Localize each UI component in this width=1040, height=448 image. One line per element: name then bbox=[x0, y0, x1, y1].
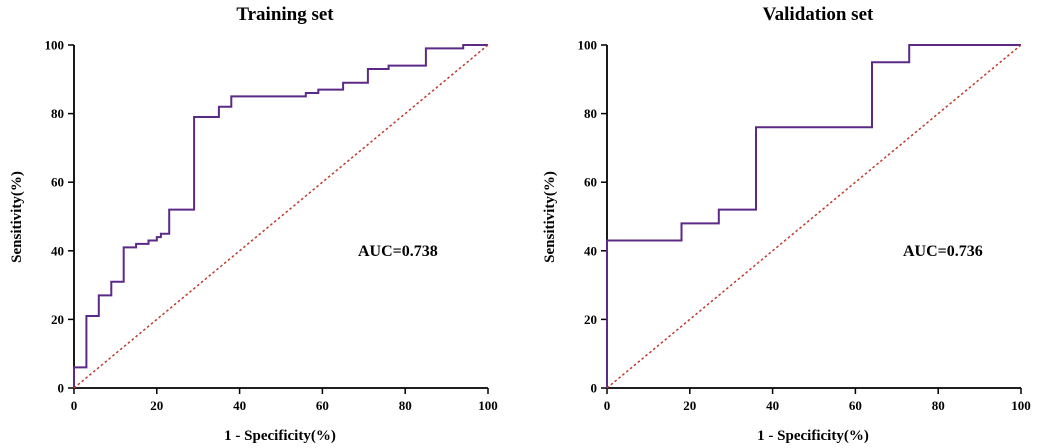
x-tick-label: 20 bbox=[150, 398, 163, 413]
roc-chart-validation: Validation set 0 20 40 60 80 100 0 20 40 60 80 100 … bbox=[533, 0, 1040, 448]
x-tick-label: 60 bbox=[316, 398, 329, 413]
y-tick-label: 0 bbox=[58, 381, 65, 396]
x-tick-label: 20 bbox=[683, 398, 696, 413]
x-tick-label: 100 bbox=[478, 398, 498, 413]
y-tick-label: 80 bbox=[584, 106, 597, 121]
x-axis-label: 1 - Specificity(%) bbox=[224, 428, 336, 444]
x-tick-label: 0 bbox=[71, 398, 78, 413]
y-tick-label: 80 bbox=[51, 106, 64, 121]
y-tick-label: 100 bbox=[45, 38, 65, 53]
auc-annotation: AUC=0.736 bbox=[903, 243, 983, 260]
x-tick-label: 80 bbox=[932, 398, 945, 413]
reference-diagonal-line bbox=[606, 44, 1022, 389]
y-tick-label: 20 bbox=[584, 312, 597, 327]
x-tick-label: 0 bbox=[604, 398, 611, 413]
chart-title: Training set bbox=[236, 4, 334, 25]
x-tick-label: 100 bbox=[1011, 398, 1031, 413]
y-tick-label: 40 bbox=[584, 243, 597, 258]
chart-title: Validation set bbox=[763, 4, 874, 25]
x-axis-label: 1 - Specificity(%) bbox=[757, 428, 869, 444]
y-tick-label: 20 bbox=[51, 312, 64, 327]
roc-chart-training: Training set 0 20 40 60 80 100 0 20 40 60 80 100 AU… bbox=[9, 4, 498, 444]
y-tick-label: 60 bbox=[584, 175, 597, 190]
y-tick-label: 60 bbox=[51, 175, 64, 190]
x-tick-label: 80 bbox=[399, 398, 412, 413]
y-axis-label: Sensitivity(%) bbox=[9, 171, 25, 263]
auc-annotation: AUC=0.738 bbox=[358, 243, 438, 260]
y-tick-label: 40 bbox=[51, 243, 64, 258]
roc-curve bbox=[606, 44, 1021, 388]
y-tick-label: 0 bbox=[591, 381, 598, 396]
x-tick-label: 40 bbox=[766, 398, 779, 413]
y-axis-label: Sensitivity(%) bbox=[542, 171, 558, 263]
roc-curve bbox=[73, 44, 488, 388]
y-tick-label: 100 bbox=[578, 38, 598, 53]
x-tick-label: 60 bbox=[849, 398, 862, 413]
x-tick-label: 40 bbox=[233, 398, 246, 413]
roc-chart-training-svg: Training set 0 20 40 60 80 100 0 20 40 60 80 100 AU… bbox=[9, 4, 498, 444]
